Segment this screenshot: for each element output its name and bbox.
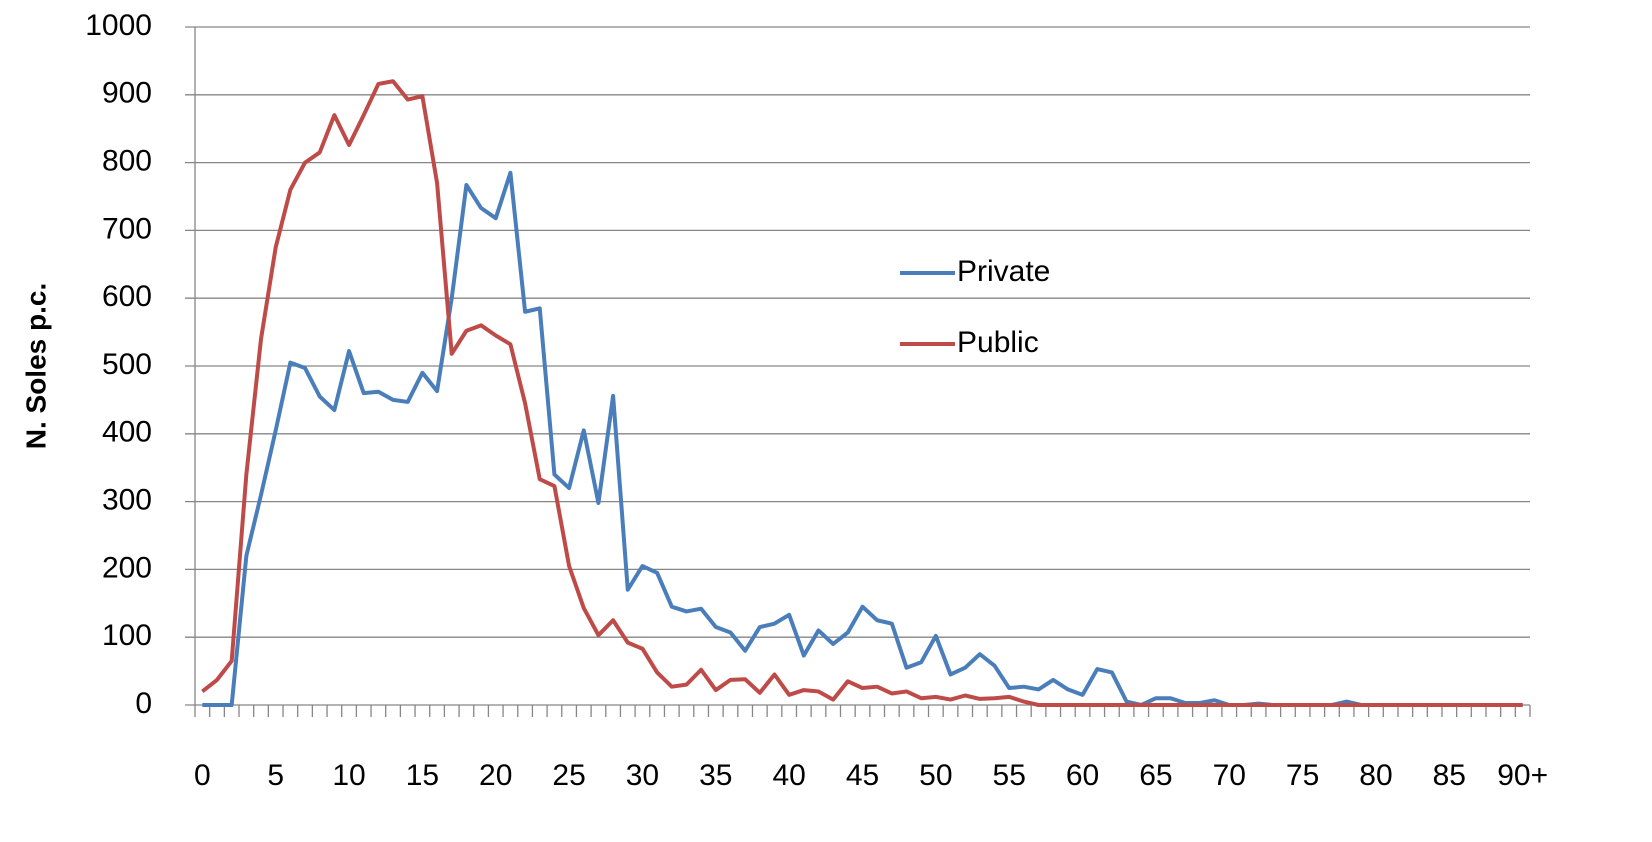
x-tick-label: 75 bbox=[1286, 759, 1319, 792]
x-tick-label: 85 bbox=[1433, 759, 1466, 792]
legend-label: Private bbox=[957, 255, 1050, 288]
x-tick-label: 70 bbox=[1213, 759, 1246, 792]
x-tick-label: 40 bbox=[772, 759, 805, 792]
y-tick-label: 100 bbox=[102, 619, 152, 652]
x-tick-label: 45 bbox=[846, 759, 879, 792]
x-tick-label: 30 bbox=[626, 759, 659, 792]
series-line bbox=[202, 170, 1523, 707]
x-tick-label: 90+ bbox=[1497, 759, 1548, 792]
x-tick-label: 25 bbox=[552, 759, 585, 792]
y-tick-label: 900 bbox=[102, 77, 152, 110]
x-tick-label: 5 bbox=[267, 759, 284, 792]
x-tick-label: 65 bbox=[1139, 759, 1172, 792]
y-tick-label: 200 bbox=[102, 551, 152, 584]
y-tick-label: 1000 bbox=[85, 9, 152, 42]
y-tick-label: 400 bbox=[102, 416, 152, 449]
x-tick-label: 10 bbox=[332, 759, 365, 792]
x-tick-label: 60 bbox=[1066, 759, 1099, 792]
y-tick-label: 700 bbox=[102, 212, 152, 245]
x-tick-label: 35 bbox=[699, 759, 732, 792]
series-line bbox=[201, 79, 1523, 707]
y-tick-label: 800 bbox=[102, 145, 152, 178]
x-tick-label: 55 bbox=[993, 759, 1026, 792]
y-tick-label: 500 bbox=[102, 348, 152, 381]
legend-label: Public bbox=[957, 326, 1039, 359]
y-tick-label: 600 bbox=[102, 280, 152, 313]
y-tick-label: 300 bbox=[102, 484, 152, 517]
y-axis-label: N. Soles p.c. bbox=[20, 283, 51, 450]
x-tick-label: 20 bbox=[479, 759, 512, 792]
x-tick-label: 50 bbox=[919, 759, 952, 792]
x-tick-label: 15 bbox=[406, 759, 439, 792]
x-tick-label: 0 bbox=[194, 759, 211, 792]
x-tick-label: 80 bbox=[1359, 759, 1392, 792]
y-tick-label: 0 bbox=[135, 687, 152, 720]
